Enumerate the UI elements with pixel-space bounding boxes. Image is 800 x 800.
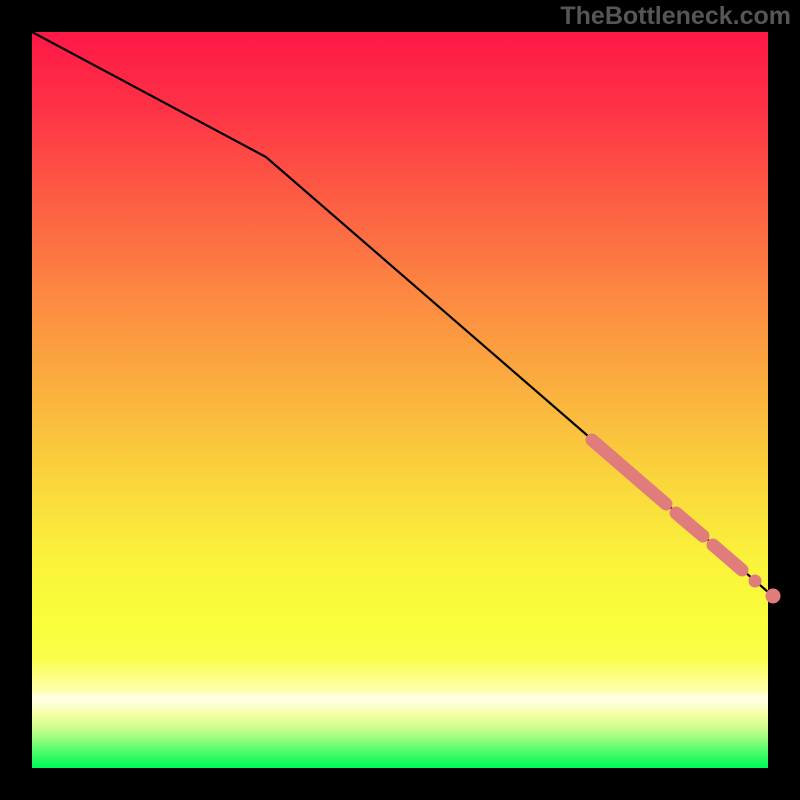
highlight-dot — [749, 575, 762, 588]
highlight-dot — [766, 589, 781, 604]
chart-svg — [0, 0, 800, 800]
gradient-background — [32, 32, 768, 768]
watermark-text: TheBottleneck.com — [560, 2, 791, 31]
